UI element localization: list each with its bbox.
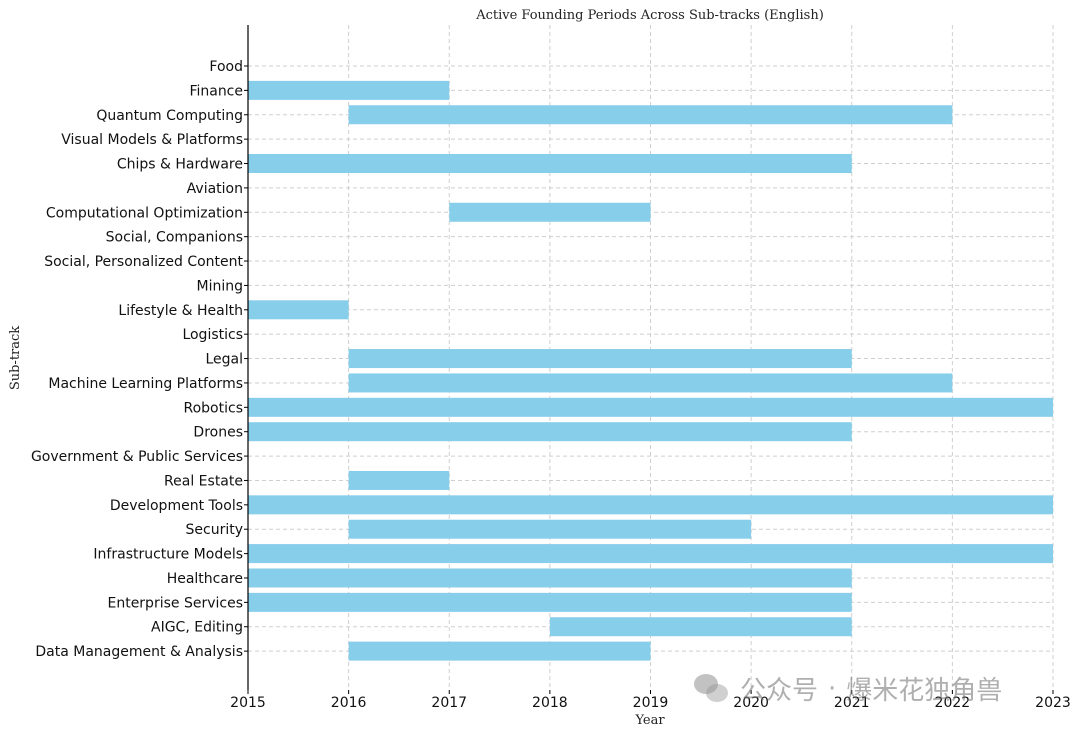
y-tick-label: Lifestyle & Health — [118, 303, 243, 319]
y-tick-label: Logistics — [182, 327, 243, 343]
bar-drones — [248, 422, 852, 442]
bar-computational-optimization — [449, 202, 651, 222]
y-tick-label: Real Estate — [164, 473, 243, 489]
y-tick-label: Government & Public Services — [31, 449, 243, 465]
y-tick-label: Healthcare — [167, 571, 243, 587]
y-tick-label: Data Management & Analysis — [35, 644, 243, 660]
y-tick-label: Food — [209, 59, 243, 75]
y-tick-label: Visual Models & Platforms — [61, 132, 243, 148]
y-tick-label: Finance — [189, 83, 243, 99]
x-tick-label: 2017 — [431, 695, 467, 711]
x-tick-label: 2022 — [935, 695, 971, 711]
bar-aigc-editing — [549, 617, 852, 637]
y-tick-label: AIGC, Editing — [151, 620, 243, 636]
x-tick-labels: 2015 2016 2017 2018 2019 2020 2021 2022 2023 — [230, 695, 1071, 711]
bar-lifestyle-health — [248, 300, 349, 320]
bar-healthcare — [248, 568, 852, 588]
y-tick-label: Security — [186, 522, 244, 538]
y-tick-label: Legal — [205, 352, 243, 368]
bar-chips-hardware — [248, 154, 852, 174]
y-tick-label: Development Tools — [110, 498, 243, 514]
bar-infrastructure-models — [248, 544, 1053, 564]
x-tick-label: 2021 — [834, 695, 870, 711]
axes — [244, 25, 1054, 694]
y-tick-label: Robotics — [184, 400, 244, 416]
x-tick-label: 2018 — [532, 695, 568, 711]
bar-finance — [248, 80, 450, 100]
bar-data-management-analysis — [348, 641, 651, 661]
x-tick-label: 2019 — [633, 695, 669, 711]
x-tick-label: 2023 — [1035, 695, 1071, 711]
y-tick-label: Drones — [193, 425, 243, 441]
bar-legal — [348, 349, 852, 369]
bars — [248, 80, 1053, 661]
bar-machine-learning-platforms — [348, 373, 953, 393]
bar-quantum-computing — [348, 105, 953, 125]
watermark: 公众号 · 爆米花独角兽 — [692, 670, 1002, 707]
bar-security — [348, 519, 752, 539]
x-tick-label: 2015 — [230, 695, 266, 711]
y-tick-label: Computational Optimization — [46, 205, 243, 221]
bar-enterprise-services — [248, 592, 852, 612]
y-tick-label: Mining — [197, 278, 244, 294]
y-tick-label: Chips & Hardware — [117, 157, 243, 173]
y-axis-label: Sub-track — [8, 326, 23, 390]
wechat-icon — [692, 672, 732, 706]
watermark-left-text: 公众号 — [740, 676, 819, 706]
y-tick-label: Aviation — [187, 181, 243, 197]
x-axis-label: Year — [634, 713, 665, 728]
y-tick-label: Quantum Computing — [96, 108, 243, 124]
y-tick-labels: Food Finance Quantum Computing Visual Model… — [31, 59, 244, 660]
bar-real-estate — [348, 470, 450, 490]
y-tick-label: Social, Companions — [106, 230, 243, 246]
bar-robotics — [248, 397, 1053, 417]
chart-title: Active Founding Periods Across Sub-track… — [475, 8, 824, 23]
y-tick-label: Machine Learning Platforms — [48, 376, 243, 392]
x-tick-label: 2016 — [331, 695, 367, 711]
watermark-right-text: 爆米花独角兽 — [846, 676, 1003, 706]
x-tick-label: 2020 — [733, 695, 769, 711]
y-tick-label: Infrastructure Models — [93, 547, 243, 563]
y-tick-label: Enterprise Services — [107, 595, 243, 611]
y-tick-label: Social, Personalized Content — [44, 254, 243, 270]
bar-development-tools — [248, 495, 1053, 515]
